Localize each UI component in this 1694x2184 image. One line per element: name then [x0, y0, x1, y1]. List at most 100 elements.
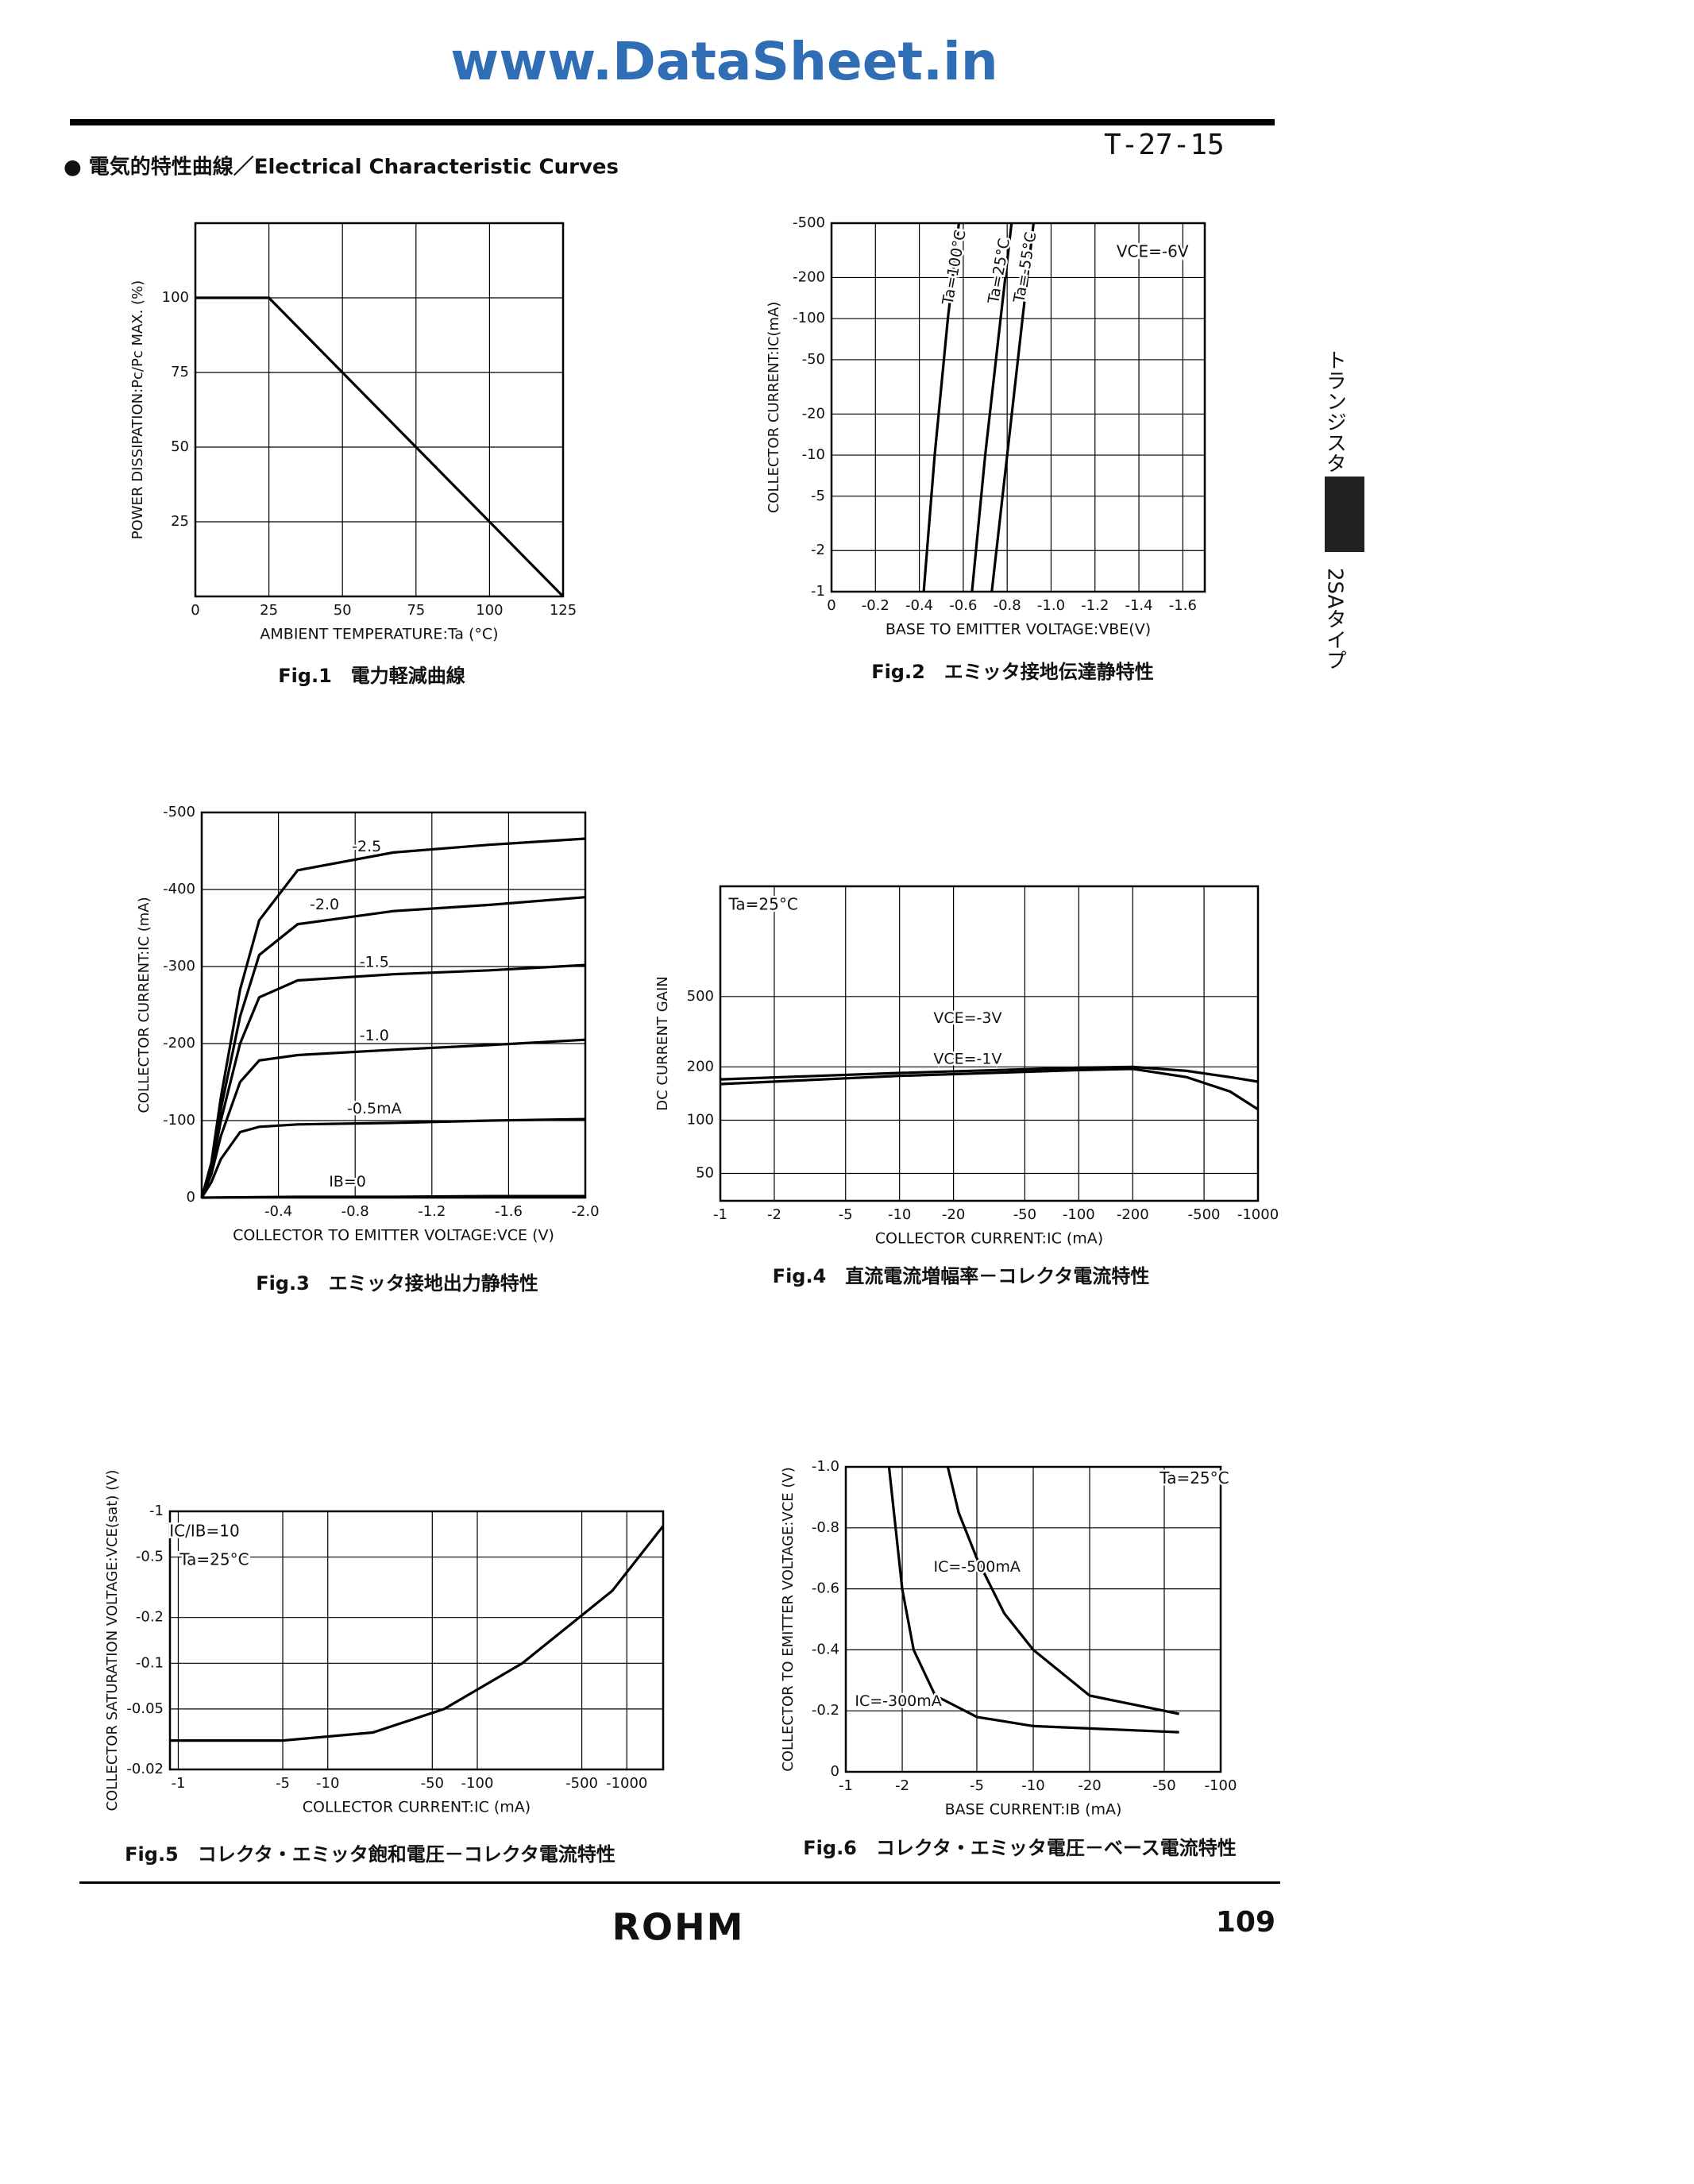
side-tab-bottom: 2SAタイプ	[1323, 568, 1347, 670]
x-tick-label: -0.8	[994, 597, 1021, 614]
annotation: Ta=25°C	[727, 894, 797, 913]
series-label: IC=-300mA	[855, 1692, 941, 1710]
x-tick-label: -1.2	[418, 1203, 446, 1220]
series-label: VCE=-1V	[933, 1050, 1001, 1067]
x-tick-label: -1.4	[1125, 597, 1152, 614]
x-tick-label: -10	[316, 1775, 339, 1792]
y-tick-label: -200	[163, 1035, 195, 1051]
x-tick-label: -2	[767, 1206, 781, 1223]
y-axis-label: COLLECTOR CURRENT:IC(mA)	[766, 302, 782, 514]
curve	[170, 1525, 665, 1742]
header-rule	[70, 119, 1275, 125]
y-tick-label: -500	[793, 214, 825, 231]
y-tick-label: -300	[163, 958, 195, 974]
figure-caption: Fig.2 エミッタ接地伝達静特性	[871, 661, 1154, 683]
series-label: -1.0	[360, 1027, 389, 1044]
curve	[200, 1038, 586, 1198]
x-tick-label: 50	[334, 602, 352, 619]
x-tick-label: -50	[1152, 1777, 1175, 1794]
x-axis-label: COLLECTOR CURRENT:IC (mA)	[875, 1230, 1103, 1248]
y-tick-label: 200	[687, 1058, 714, 1075]
y-tick-label: -200	[793, 268, 825, 285]
figure-caption: Fig.1 電力軽減曲線	[278, 665, 465, 687]
annotation: Ta=25°C	[1159, 1468, 1229, 1488]
x-tick-label: -500	[565, 1775, 598, 1792]
y-tick-label: 75	[171, 364, 189, 380]
series-label: VCE=-3V	[933, 1009, 1001, 1027]
curve	[946, 1466, 1179, 1715]
footer-rule	[79, 1881, 1280, 1884]
y-tick-label: -0.6	[812, 1580, 839, 1597]
y-axis-label: COLLECTOR CURRENT:IC (mA)	[136, 897, 152, 1113]
series-label: -0.5mA	[347, 1100, 402, 1117]
x-tick-label: -1	[171, 1775, 185, 1792]
y-tick-label: -50	[802, 351, 825, 368]
y-tick-label: 25	[171, 513, 189, 530]
x-axis-label: BASE TO EMITTER VOLTAGE:VBE(V)	[886, 621, 1151, 639]
section-title: ● 電気的特性曲線／Electrical Characteristic Curv…	[64, 155, 619, 179]
y-tick-label: 50	[696, 1165, 714, 1182]
x-tick-label: -50	[421, 1775, 444, 1792]
x-tick-label: -1.0	[1037, 597, 1065, 614]
y-tick-label: 0	[187, 1189, 195, 1206]
curve	[990, 222, 1035, 592]
x-tick-label: -5	[970, 1777, 984, 1794]
y-tick-label: 0	[831, 1763, 839, 1780]
curve	[200, 1117, 586, 1198]
doc-code: T-27-15	[1104, 129, 1225, 161]
x-tick-label: 125	[550, 602, 577, 619]
y-tick-label: -20	[802, 405, 825, 422]
y-tick-label: -0.2	[136, 1609, 164, 1626]
x-axis-label: AMBIENT TEMPERATURE:Ta (°C)	[260, 626, 498, 643]
y-axis-label: DC CURRENT GAIN	[654, 976, 671, 1111]
y-axis-label: POWER DISSIPATION:Pc/Pc MAX. (%)	[129, 280, 146, 539]
y-axis-label: COLLECTOR TO EMITTER VOLTAGE:VCE (V)	[780, 1467, 797, 1772]
x-tick-label: -0.8	[342, 1203, 369, 1220]
x-tick-label: -20	[942, 1206, 965, 1223]
x-tick-label: -0.2	[862, 597, 889, 614]
curve	[970, 222, 1013, 592]
side-tab-top: トランジスタ	[1323, 349, 1347, 473]
series-label: -2.5	[352, 838, 381, 855]
x-tick-label: -10	[1021, 1777, 1044, 1794]
y-tick-label: -0.5	[136, 1549, 164, 1565]
brand: ROHM	[612, 1906, 745, 1949]
x-tick-label: -1000	[606, 1775, 647, 1792]
y-tick-label: 100	[687, 1111, 714, 1128]
annotation: VCE=-6V	[1117, 242, 1189, 261]
y-tick-label: 500	[687, 988, 714, 1005]
y-tick-label: -1.0	[812, 1458, 839, 1475]
curve	[195, 296, 565, 598]
curve	[200, 837, 586, 1198]
y-tick-label: -0.05	[126, 1700, 164, 1717]
x-tick-label: 25	[260, 602, 278, 619]
x-tick-label: -1.2	[1081, 597, 1109, 614]
y-tick-label: -100	[163, 1112, 195, 1129]
y-tick-label: -0.02	[126, 1761, 164, 1777]
x-tick-label: -100	[1205, 1777, 1237, 1794]
curve	[201, 1194, 585, 1199]
y-tick-label: -0.1	[136, 1654, 164, 1671]
x-tick-label: -1000	[1237, 1206, 1279, 1223]
y-tick-label: -5	[811, 488, 825, 504]
watermark: www.DataSheet.in	[450, 31, 997, 92]
x-axis-label: COLLECTOR CURRENT:IC (mA)	[303, 1799, 531, 1816]
x-tick-label: -1.6	[495, 1203, 523, 1220]
curve	[887, 1466, 1179, 1734]
x-tick-label: -200	[1117, 1206, 1149, 1223]
series-label: -2.0	[310, 896, 339, 913]
x-tick-label: -500	[1188, 1206, 1221, 1223]
side-tab-block	[1325, 477, 1364, 552]
y-tick-label: -1	[149, 1503, 164, 1519]
x-tick-label: -50	[1013, 1206, 1036, 1223]
x-tick-label: -2	[895, 1777, 909, 1794]
x-tick-label: -1	[839, 1777, 853, 1794]
curve	[720, 1067, 1259, 1111]
x-tick-label: -0.6	[949, 597, 977, 614]
y-tick-label: -0.8	[812, 1519, 839, 1536]
y-axis-label: COLLECTOR SATURATION VOLTAGE:VCE(sat) (V…	[104, 1470, 121, 1812]
figure-caption: Fig.5 コレクタ・エミッタ飽和電圧－コレクタ電流特性	[125, 1843, 615, 1866]
y-tick-label: -2	[811, 542, 825, 558]
x-tick-label: -10	[888, 1206, 911, 1223]
